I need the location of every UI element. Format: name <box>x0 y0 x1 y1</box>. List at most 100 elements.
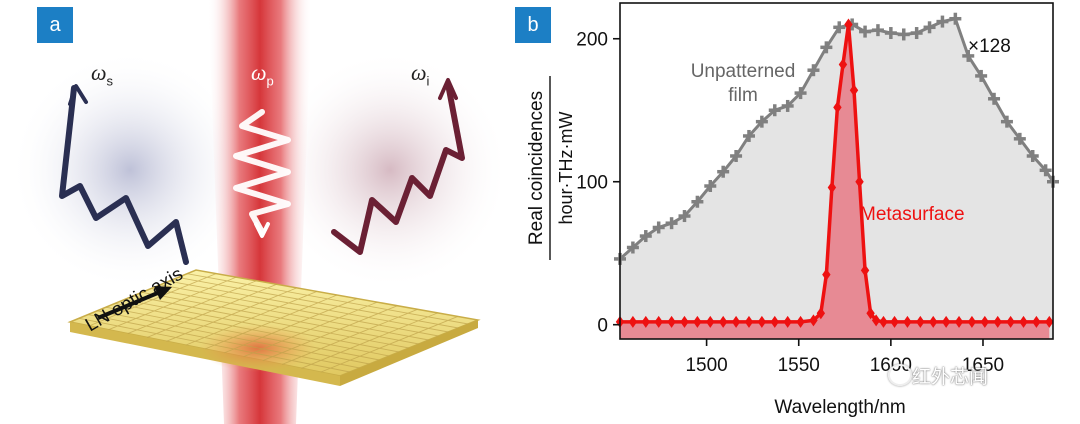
metasurface-marker <box>833 101 842 114</box>
unpatterned-film-marker <box>794 87 807 100</box>
wechat-icon <box>888 364 912 386</box>
pump-symbol: ω <box>251 60 267 85</box>
slab-grid-line <box>186 273 469 325</box>
metasurface-marker <box>796 315 805 328</box>
unpatterned-film-marker <box>755 115 768 128</box>
metasurface-marker <box>718 315 728 328</box>
plot-frame <box>619 2 1054 340</box>
signal-label: ωs <box>91 60 113 88</box>
unpatterned-film-marker <box>975 69 988 82</box>
spdc-illustration <box>10 0 500 424</box>
y-axis-label: Real coincidences <box>526 91 547 245</box>
unpatterned-film-marker <box>1039 164 1052 177</box>
y-tick-label: 100 <box>576 173 608 194</box>
y-tick-label: 200 <box>576 30 608 51</box>
unpatterned-film-marker <box>897 28 910 41</box>
metasurface-marker <box>654 315 663 328</box>
signal-subscript: s <box>106 73 114 89</box>
slab-grid-line <box>168 280 449 333</box>
slab-grid-line <box>123 299 400 353</box>
metasurface-marker <box>844 18 853 31</box>
panel-badge-b: b <box>515 7 551 43</box>
metasurface-marker <box>954 315 964 328</box>
unpatterned-film-marker <box>962 49 975 62</box>
unpatterned-film-marker <box>781 99 794 112</box>
unpatterned-film-marker <box>949 12 962 25</box>
watermark-text: 红外芯闻 <box>912 367 989 388</box>
unpatterned-film-marker <box>1013 132 1026 145</box>
y-axis-label-group: Real coincidences hour·THz·mW <box>526 76 576 260</box>
idler-glow <box>270 50 500 290</box>
unpatterned-film-marker <box>678 210 691 223</box>
metasurface-area <box>620 24 1050 339</box>
idler-photon-wave <box>331 78 465 255</box>
unpatterned-film-marker <box>910 27 923 40</box>
metasurface-marker <box>871 314 881 327</box>
slab-grid-line <box>78 317 350 373</box>
x-tick-label: 1500 <box>685 355 727 376</box>
metasurface-marker <box>879 315 888 328</box>
metasurface-marker <box>849 84 859 97</box>
idler-subscript: i <box>426 73 430 89</box>
metasurface-marker <box>757 315 767 328</box>
metasurface-marker <box>1032 315 1041 328</box>
film-label-line1: Unpatterned <box>690 61 796 82</box>
slab-grid-line <box>141 291 419 345</box>
metasurface-marker <box>980 315 990 328</box>
film-label-line2: film <box>728 85 758 106</box>
unpatterned-film-marker <box>665 217 678 230</box>
slab-grid-line <box>87 314 360 369</box>
unpatterned-film-marker <box>704 180 717 193</box>
metasurface-marker <box>860 264 870 277</box>
metasurface-slab <box>67 269 481 386</box>
metasurface-marker <box>1019 315 1028 328</box>
metasurface-marker <box>783 315 792 328</box>
slab-grid-line <box>114 302 390 357</box>
slab-grid-line <box>105 306 380 361</box>
unpatterned-film-marker <box>884 27 897 40</box>
y-tick-label: 0 <box>597 316 608 337</box>
unpatterned-film-marker <box>626 241 639 254</box>
pump-subscript: p <box>266 73 274 89</box>
unpatterned-film-marker <box>652 221 665 234</box>
slab-grid-line <box>132 295 410 349</box>
slab-grid-line <box>177 276 459 329</box>
unpatterned-film-marker <box>936 15 949 28</box>
unpatterned-film-marker <box>820 41 833 54</box>
metasurface-marker <box>680 315 689 328</box>
unpatterned-film-marker <box>988 92 1001 105</box>
unpatterned-film-marker <box>639 230 652 243</box>
scale-factor-label: ×128 <box>968 36 1011 57</box>
unpatterned-film-marker <box>807 64 820 77</box>
metasurface-marker <box>1045 315 1054 328</box>
idler-symbol: ω <box>411 60 427 85</box>
metasurface-marker <box>916 315 925 328</box>
panel-a-illustration: a ωs ωp ωi LN optic axis <box>0 0 500 424</box>
panel-badge-a: a <box>37 7 73 43</box>
signal-photon-wave <box>59 84 189 265</box>
unpatterned-film-marker <box>1000 115 1013 128</box>
metasurface-annotation: Metasurface <box>860 204 965 225</box>
slab-grid-line <box>150 288 429 341</box>
metasurface-marker <box>890 315 899 328</box>
optic-axis-arrow <box>97 286 172 320</box>
unpatterned-film-annotation: Unpatterned film <box>668 60 818 108</box>
y-axis-unit: hour·THz·mW <box>556 111 576 224</box>
unpatterned-film-marker <box>833 21 846 34</box>
signal-symbol: ω <box>91 60 107 85</box>
x-tick-label: 1650 <box>962 355 1004 376</box>
unpatterned-film-marker <box>730 149 743 162</box>
metasurface-marker <box>822 268 831 281</box>
x-tick-label: 1550 <box>778 355 820 376</box>
unpatterned-film-marker <box>742 129 755 142</box>
metasurface-marker <box>667 315 676 328</box>
idler-label: ωi <box>411 60 429 88</box>
pump-label: ωp <box>251 60 274 88</box>
metasurface-marker <box>993 315 1002 328</box>
unpatterned-film-marker <box>717 165 730 178</box>
slab-grid-line <box>96 310 370 365</box>
pump-photon-wave <box>233 109 291 238</box>
x-axis-label: Wavelength/nm <box>774 397 905 418</box>
panel-b-chart: 1500 1550 1600 1650 0 100 200 Wavelength/nm Re… <box>500 0 1080 424</box>
